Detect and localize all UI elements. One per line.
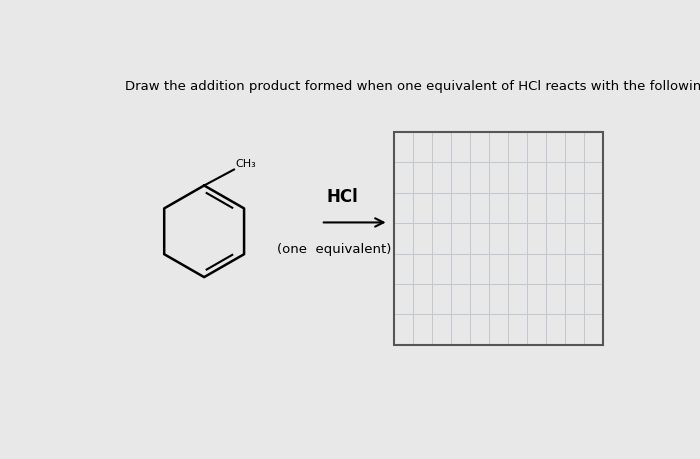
Text: Draw the addition product formed when one equivalent of HCl reacts with the foll: Draw the addition product formed when on…	[125, 80, 700, 93]
Text: (one  equivalent): (one equivalent)	[277, 242, 391, 255]
Text: CH₃: CH₃	[235, 159, 256, 169]
Text: HCl: HCl	[327, 187, 358, 205]
